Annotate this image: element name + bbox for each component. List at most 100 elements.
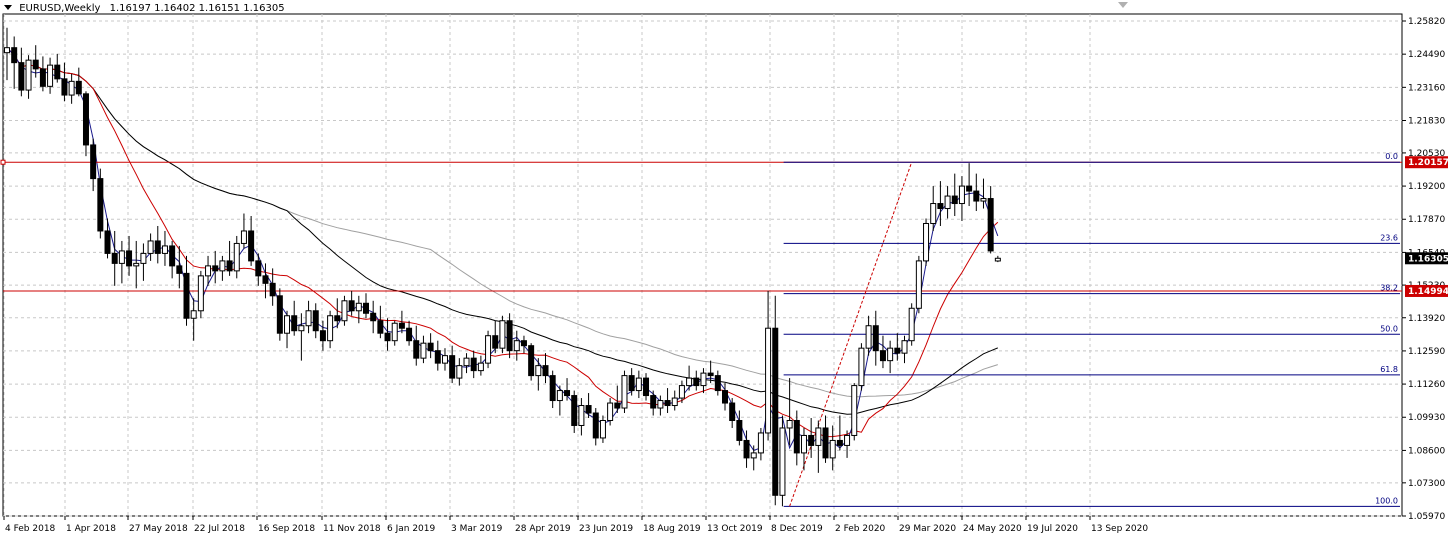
candle-body <box>678 385 685 399</box>
candle-body <box>169 245 176 267</box>
candle-body <box>499 320 506 349</box>
candle-body <box>133 262 140 267</box>
candle-body <box>319 330 326 342</box>
candle-body <box>786 419 793 429</box>
y-tick-label: 1.23160 <box>1408 83 1445 93</box>
candle-body <box>686 377 693 387</box>
x-tick-label: 4 Feb 2018 <box>5 524 56 534</box>
candle-body <box>944 195 951 210</box>
x-tick-label: 6 Jan 2019 <box>387 524 435 534</box>
candle-body <box>104 230 111 254</box>
candle-body <box>82 93 89 146</box>
candle-body <box>657 400 664 409</box>
candle-body <box>765 327 772 434</box>
candle-body <box>305 310 312 327</box>
candle-body <box>879 350 886 362</box>
candle-body <box>47 64 54 87</box>
candle-body <box>68 80 75 96</box>
candle-body <box>973 190 980 202</box>
level-price-badge: 1.14994 <box>1408 287 1448 297</box>
candle-body <box>736 419 743 441</box>
candle-body <box>39 68 46 87</box>
candle-body <box>592 412 599 439</box>
candle-body <box>312 310 319 332</box>
candle-body <box>355 302 362 312</box>
candle-body <box>413 340 420 359</box>
level-anchor-marker <box>0 159 6 165</box>
candle-body <box>485 335 492 364</box>
candle-body <box>341 300 348 322</box>
candle-body <box>276 295 283 334</box>
candle-body <box>456 365 463 379</box>
candle-body <box>291 315 298 332</box>
candle-body <box>32 59 39 70</box>
candle-body <box>671 397 678 407</box>
candle-body <box>614 402 621 409</box>
candle-body <box>851 385 858 436</box>
candle-body <box>872 325 879 352</box>
candle-body <box>808 434 815 446</box>
candle-body <box>449 355 456 379</box>
candle-body <box>183 272 190 319</box>
candle-body <box>757 432 764 454</box>
y-tick-label: 1.17870 <box>1408 215 1445 225</box>
candle-body <box>75 80 82 95</box>
ohlc-readout: 1.16197 1.16402 1.16151 1.16305 <box>109 3 285 14</box>
y-tick-label: 1.11260 <box>1408 380 1445 390</box>
candle-body <box>161 245 168 254</box>
candle-body <box>987 198 994 252</box>
candle-body <box>571 395 578 426</box>
candle-body <box>262 275 269 284</box>
current-price-badge-bg <box>1405 252 1448 265</box>
candle-body <box>621 375 628 409</box>
current-price-badge: 1.16305 <box>1408 254 1448 264</box>
x-tick-label: 19 Jul 2020 <box>1027 524 1078 534</box>
candle-body <box>585 405 592 414</box>
candle-body <box>650 395 657 409</box>
candle-body <box>233 242 240 272</box>
candle-body <box>327 315 334 342</box>
symbol-label: EURUSD,Weekly <box>19 3 101 14</box>
candle-body <box>190 310 197 319</box>
candle-body <box>506 320 513 352</box>
candle-body <box>549 375 556 402</box>
candle-body <box>348 300 355 312</box>
candle-body <box>772 327 779 496</box>
candle-body <box>800 434 807 454</box>
candle-body <box>4 47 10 54</box>
candle-body <box>729 402 736 421</box>
y-tick-label: 1.12590 <box>1408 347 1445 357</box>
x-tick-label: 8 Dec 2019 <box>771 524 823 534</box>
candle-body <box>958 185 965 205</box>
candle-body <box>664 400 671 407</box>
level-price-badge-bg <box>1405 156 1448 169</box>
candle-body <box>176 265 183 274</box>
candle-body <box>894 347 901 354</box>
candle-body <box>427 342 434 352</box>
candle-body <box>578 405 585 426</box>
candle-body <box>793 419 800 454</box>
dropdown-triangle-icon[interactable] <box>4 5 12 10</box>
candle-body <box>865 325 872 349</box>
y-tick-label: 1.08600 <box>1408 446 1445 456</box>
x-tick-label: 27 May 2018 <box>129 524 188 534</box>
candle-body <box>477 362 484 372</box>
candle-body <box>858 347 865 387</box>
x-tick-label: 23 Jun 2019 <box>579 524 633 534</box>
candle-body <box>240 230 247 244</box>
candle-body <box>930 203 937 224</box>
candle-body <box>420 342 427 359</box>
x-tick-label: 3 Mar 2019 <box>451 524 503 534</box>
fib-level-label: 61.8 <box>1380 365 1398 374</box>
y-tick-label: 1.20530 <box>1408 149 1445 159</box>
candle-body <box>714 375 721 392</box>
candle-body <box>700 372 707 387</box>
candle-body <box>520 340 527 347</box>
fib-level-label: 50.0 <box>1380 324 1398 333</box>
fib-level-label: 38.2 <box>1380 284 1398 293</box>
candle-body <box>219 260 226 272</box>
x-tick-label: 11 Nov 2018 <box>323 524 381 534</box>
candle-body <box>61 78 68 96</box>
